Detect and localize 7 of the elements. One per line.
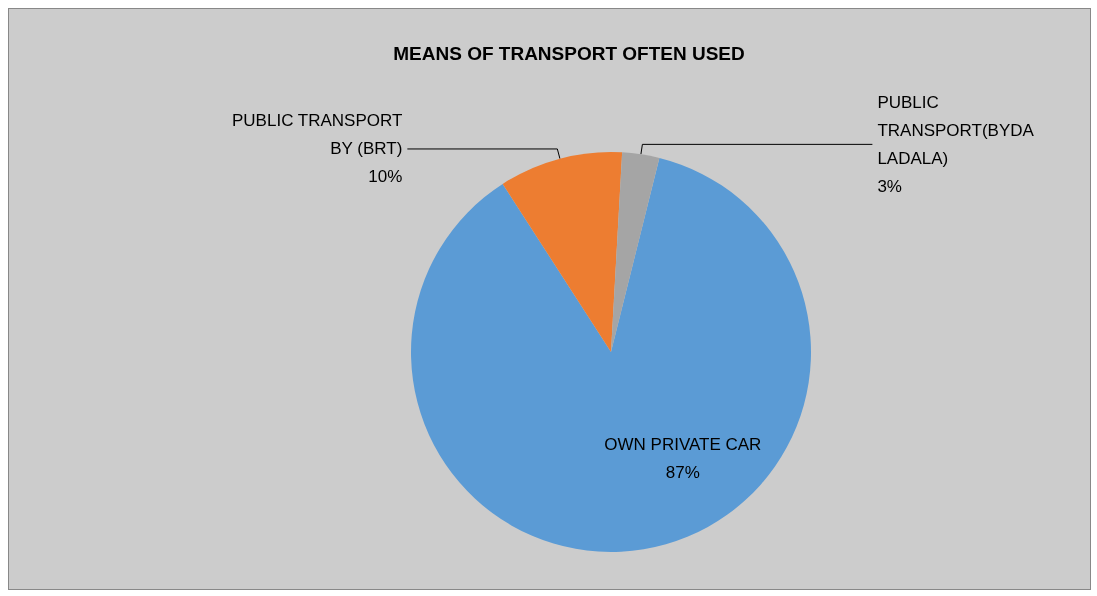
data-label: 3% xyxy=(877,176,902,196)
data-label: 87% xyxy=(665,463,700,483)
data-label: 10% xyxy=(368,167,403,187)
slice-label: OWN PRIVATE CAR xyxy=(604,435,762,455)
slice-label: PUBLIC TRANSPORT(BYDA LADALA) xyxy=(877,92,1038,168)
slice-label: PUBLIC TRANSPORT BY (BRT) xyxy=(232,111,403,159)
chart-title: MEANS OF TRANSPORT OFTEN USED xyxy=(393,43,745,64)
